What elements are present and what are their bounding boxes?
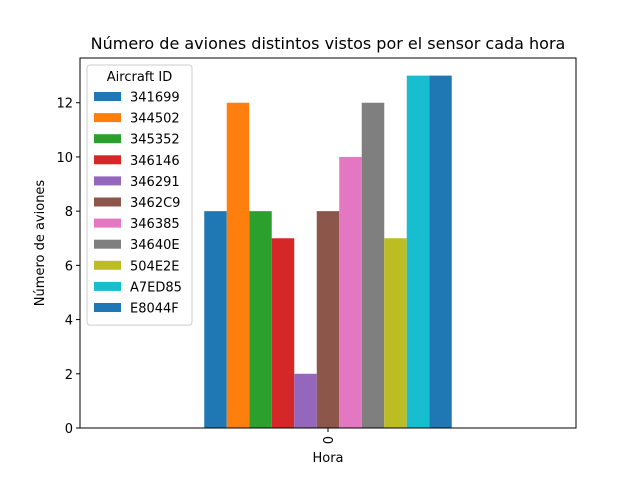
legend-label-A7ED85: A7ED85 xyxy=(130,280,182,295)
bar-346291 xyxy=(294,373,317,428)
bar-346385 xyxy=(339,156,362,428)
y-tick-label: 8 xyxy=(65,205,73,220)
x-tick-label: 0 xyxy=(322,436,337,444)
legend-label-346385: 346385 xyxy=(130,217,180,232)
legend-swatch-3462C9 xyxy=(94,197,121,207)
legend-swatch-341699 xyxy=(94,92,121,101)
bar-344502 xyxy=(226,102,250,428)
legend-swatch-504E2E xyxy=(94,260,121,270)
legend-label-344502: 344502 xyxy=(130,112,180,127)
chart-title: Número de aviones distintos vistos por e… xyxy=(91,34,566,53)
bar-345352 xyxy=(249,211,272,428)
x-axis: 0 xyxy=(322,428,337,444)
legend-label-341699: 341699 xyxy=(130,91,180,106)
legend-frame xyxy=(86,64,193,326)
legend-swatch-A7ED85 xyxy=(94,281,121,291)
y-tick-label: 4 xyxy=(65,314,73,329)
legend-label-504E2E: 504E2E xyxy=(130,259,180,274)
bar-3462C9 xyxy=(316,211,340,428)
bar-A7ED85 xyxy=(406,75,430,428)
x-axis-label: Hora xyxy=(312,451,343,466)
y-axis: 0 2 4 6 8 10 12 xyxy=(56,97,80,437)
y-tick-label: 12 xyxy=(56,97,73,112)
legend-swatch-346291 xyxy=(94,176,121,186)
legend-label-E8044F: E8044F xyxy=(130,302,179,317)
y-axis-label: Número de aviones xyxy=(33,180,48,307)
legend-label-345352: 345352 xyxy=(130,133,180,148)
y-tick-label: 10 xyxy=(56,151,73,166)
bar-34640E xyxy=(361,102,385,428)
bar-504E2E xyxy=(384,238,407,428)
legend-label-3462C9: 3462C9 xyxy=(130,196,180,211)
legend-swatch-346385 xyxy=(94,218,121,228)
y-tick-label: 2 xyxy=(65,368,73,383)
y-tick-label: 0 xyxy=(65,422,73,437)
legend-swatch-345352 xyxy=(94,134,121,144)
legend-swatch-346146 xyxy=(94,155,121,165)
legend-title: Aircraft ID xyxy=(107,70,172,85)
bars-group xyxy=(204,75,452,428)
legend-swatch-E8044F xyxy=(94,303,121,312)
bar-346146 xyxy=(271,238,295,428)
legend-label-346146: 346146 xyxy=(130,154,180,169)
legend-swatch-344502 xyxy=(94,113,121,123)
bar-341699 xyxy=(204,211,227,428)
legend-swatch-34640E xyxy=(94,239,121,249)
legend-label-346291: 346291 xyxy=(130,175,180,190)
legend-label-34640E: 34640E xyxy=(130,238,180,253)
y-tick-label: 6 xyxy=(65,259,73,274)
legend: Aircraft ID 341699 344502 345352 346146 34629… xyxy=(86,64,193,326)
bar-E8044F xyxy=(429,75,452,428)
